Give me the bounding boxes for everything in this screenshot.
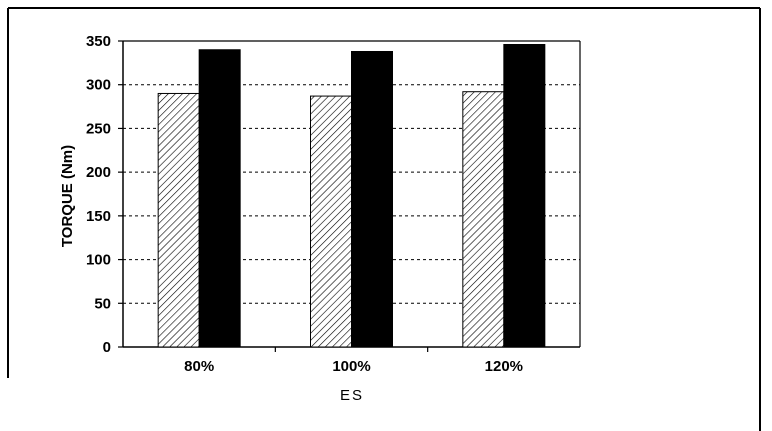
y-tick-label: 50	[94, 295, 111, 312]
bar-hatched	[462, 91, 505, 348]
x-category-label: 80%	[184, 358, 214, 375]
bar-hatched	[157, 92, 200, 348]
y-tick-label: 200	[86, 164, 111, 181]
x-category-label: 120%	[485, 358, 523, 375]
bar-hatched	[310, 95, 352, 348]
y-tick-label: 300	[86, 77, 111, 94]
bar-solid	[198, 49, 241, 348]
y-tick-label: 100	[86, 252, 111, 269]
y-tick-label: 250	[86, 120, 111, 137]
bar-solid	[503, 43, 546, 348]
y-tick-label: 350	[86, 33, 111, 50]
x-axis-title: ES	[340, 387, 364, 404]
y-tick-label: 150	[86, 208, 111, 225]
y-tick-label: 0	[103, 339, 111, 356]
bar-solid	[351, 50, 393, 348]
x-category-label: 100%	[332, 358, 370, 375]
y-axis-title: TORQUE (Nm)	[59, 145, 76, 247]
plot-area: 0 50 100 150 200 250 300 350 80% 100% 120%	[86, 33, 581, 375]
